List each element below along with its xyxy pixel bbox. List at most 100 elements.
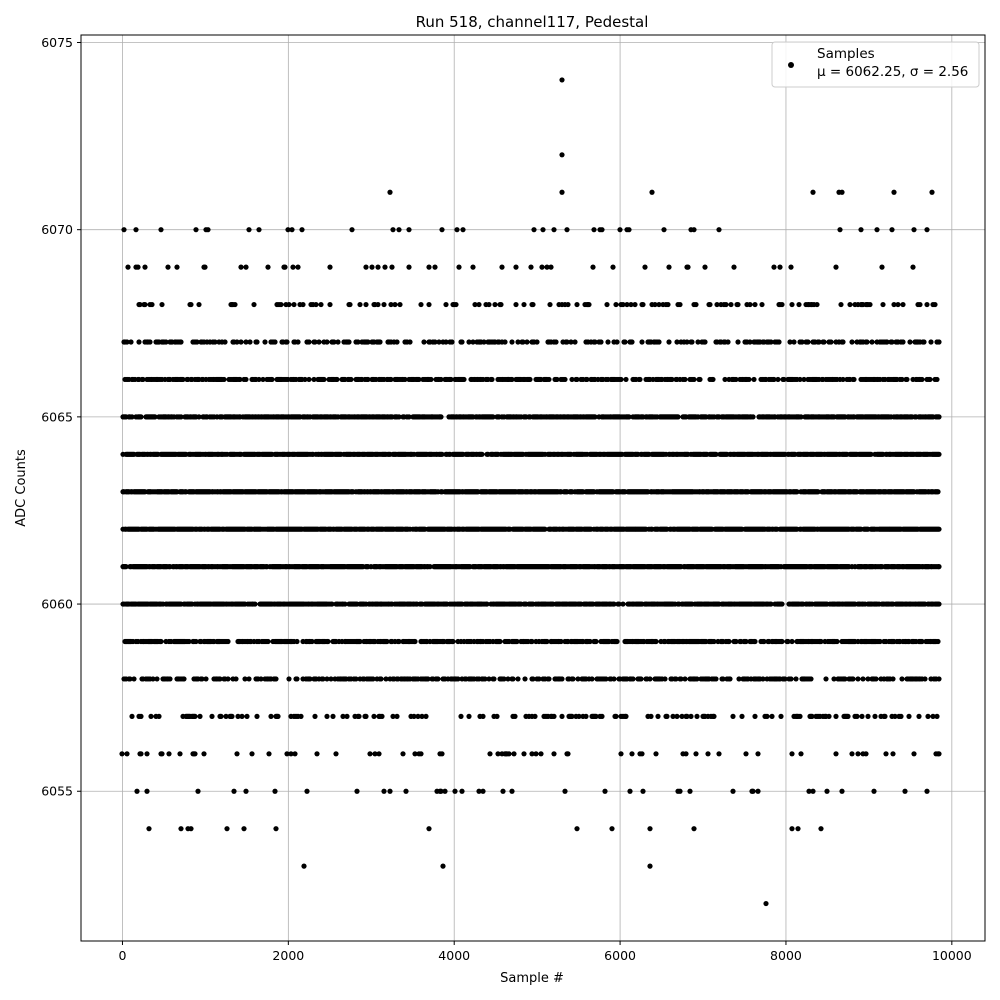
chart-title: Run 518, channel117, Pedestal (416, 13, 649, 31)
data-point (233, 676, 239, 682)
data-point (628, 301, 634, 308)
data-point (466, 713, 472, 719)
data-point (810, 788, 816, 794)
data-point (665, 301, 671, 308)
data-point (377, 339, 383, 345)
data-point (647, 863, 653, 869)
data-point (530, 676, 536, 682)
data-point (769, 713, 775, 719)
data-point (564, 339, 570, 345)
data-point (438, 376, 444, 383)
data-point (584, 376, 590, 383)
data-point (234, 339, 240, 345)
data-point (544, 638, 550, 645)
data-point (258, 676, 264, 682)
data-point (614, 339, 620, 345)
data-point (442, 788, 448, 794)
data-point (290, 264, 296, 270)
data-point (232, 301, 238, 308)
data-point (205, 227, 211, 233)
data-point (421, 339, 427, 345)
data-point (375, 264, 381, 270)
data-point (576, 713, 582, 719)
data-point (243, 376, 249, 383)
data-point (687, 788, 693, 794)
data-point (316, 339, 322, 345)
data-point (515, 339, 521, 345)
data-point (443, 339, 449, 345)
data-point (620, 301, 626, 308)
data-point (148, 713, 154, 719)
data-point (295, 264, 301, 270)
data-point (823, 676, 829, 682)
data-point (363, 264, 369, 270)
data-point (197, 713, 203, 719)
data-point (747, 301, 753, 308)
data-point (342, 601, 348, 607)
data-point (387, 788, 393, 794)
data-point (383, 676, 389, 682)
data-point (509, 376, 515, 383)
data-point (427, 564, 433, 570)
data-point (138, 751, 144, 757)
data-point (750, 788, 756, 794)
data-point (272, 788, 278, 794)
data-point (128, 339, 134, 345)
data-point (349, 227, 355, 233)
data-point (406, 264, 412, 270)
data-point (356, 713, 362, 719)
data-point (311, 376, 317, 383)
data-point (142, 301, 148, 308)
data-point (378, 676, 384, 682)
data-point (691, 376, 697, 383)
data-point (575, 676, 581, 682)
data-point (260, 376, 266, 383)
data-point (609, 826, 615, 832)
data-point (254, 713, 260, 719)
data-point (499, 264, 505, 270)
data-point (642, 264, 648, 270)
data-point (610, 264, 616, 270)
data-point (490, 414, 496, 420)
data-point (298, 713, 304, 719)
data-point (218, 713, 224, 719)
data-point (778, 713, 784, 719)
data-point (666, 264, 672, 270)
data-point (602, 788, 608, 794)
data-point (273, 826, 279, 832)
data-point (731, 264, 737, 270)
data-point (630, 676, 636, 682)
data-point (599, 713, 605, 719)
data-point (381, 788, 387, 794)
data-point (618, 751, 624, 757)
data-point (586, 301, 592, 308)
data-point (243, 339, 249, 345)
data-point (142, 264, 148, 270)
data-point (262, 339, 268, 345)
data-point (411, 713, 417, 719)
data-point (458, 713, 464, 719)
data-point (238, 264, 244, 270)
data-point (472, 301, 478, 308)
data-point (443, 301, 449, 308)
data-point (647, 676, 653, 682)
data-point (677, 301, 683, 308)
data-point (294, 638, 300, 645)
data-point (456, 264, 462, 270)
data-point (624, 301, 630, 308)
data-point (321, 376, 327, 383)
data-point (629, 751, 635, 757)
data-point (710, 376, 716, 383)
data-point (655, 713, 661, 719)
data-point (723, 301, 729, 308)
data-point (750, 414, 756, 420)
data-point (131, 676, 137, 682)
data-point (697, 376, 703, 383)
data-point (779, 638, 785, 645)
data-point (295, 339, 301, 345)
data-point (289, 227, 295, 233)
data-point (592, 339, 598, 345)
data-point (428, 376, 434, 383)
data-point (470, 339, 476, 345)
data-point (234, 751, 240, 757)
